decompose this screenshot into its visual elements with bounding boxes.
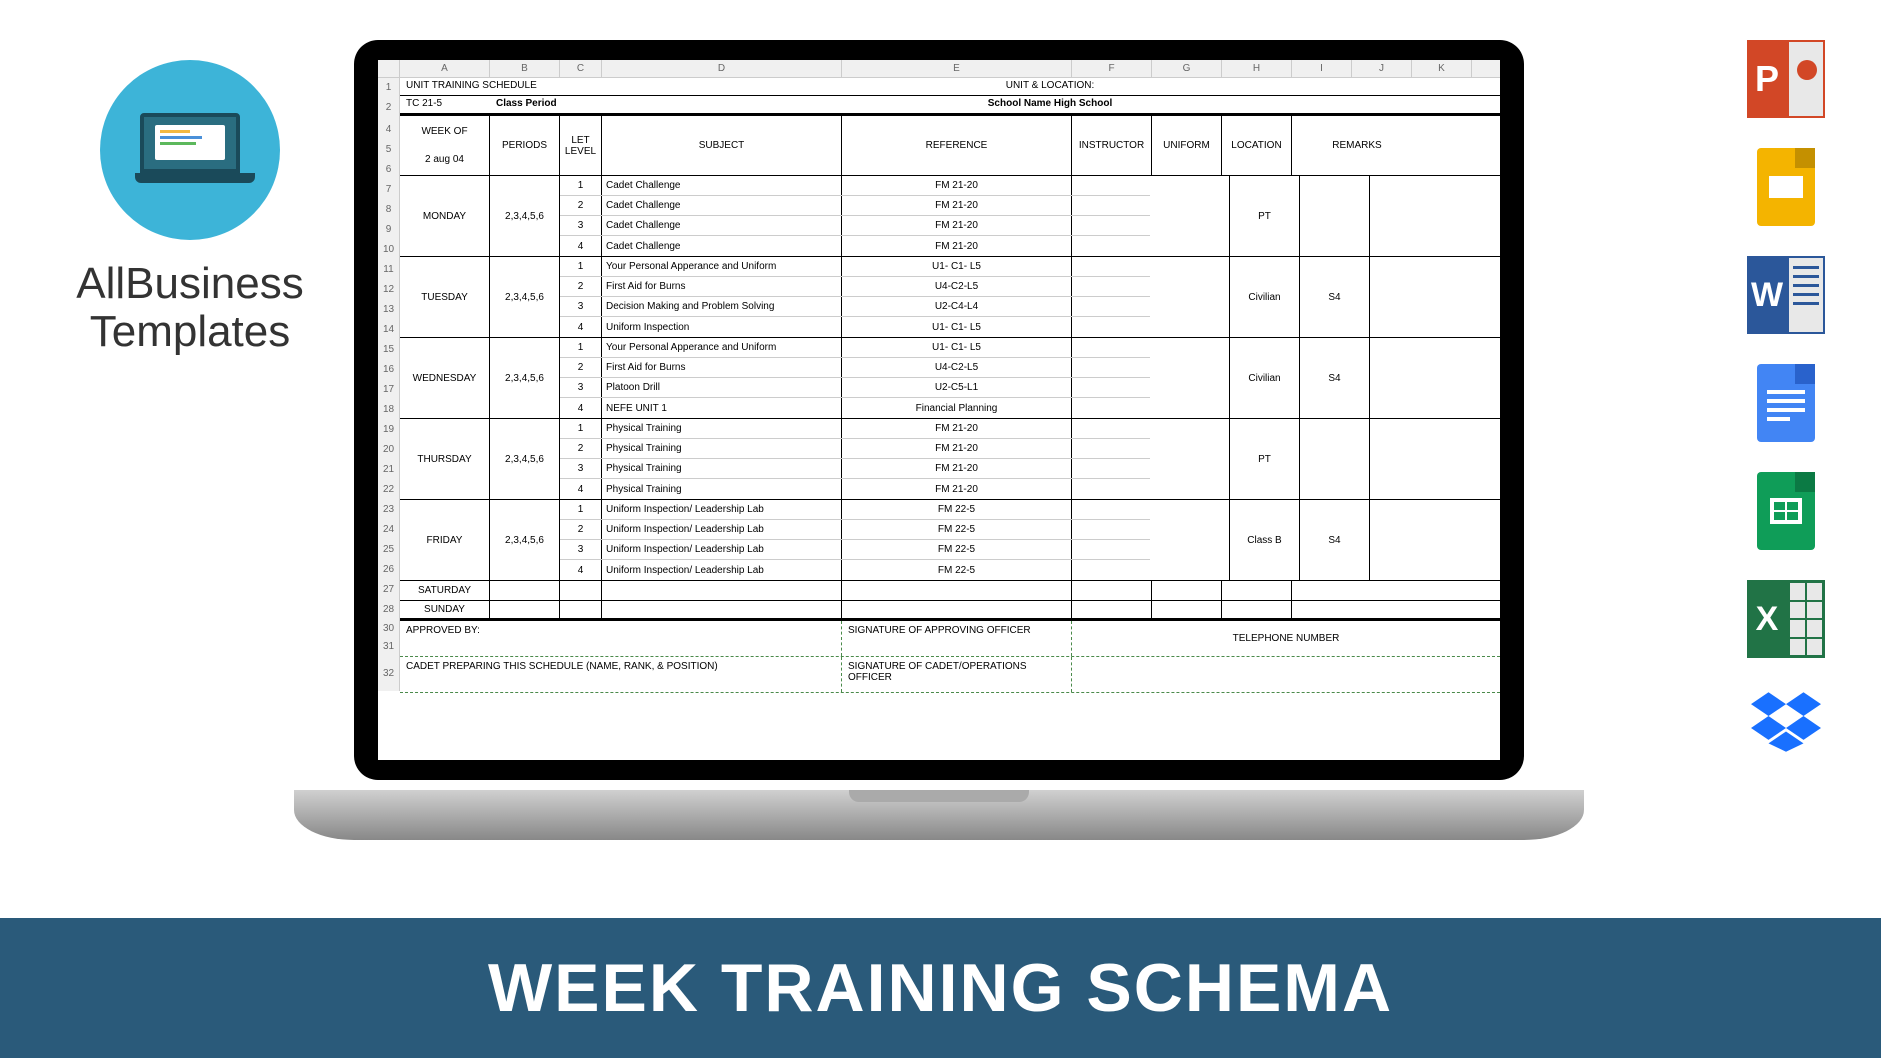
day-block: THURSDAY 2,3,4,5,6 1 Physical Training F… — [400, 419, 1500, 500]
google-docs-icon[interactable] — [1757, 364, 1815, 442]
spreadsheet: A B C D E F G H I J K 1 2 4 — [378, 60, 1500, 693]
banner-text: WEEK TRAINING SCHEMA — [488, 949, 1393, 1027]
logo-section: AllBusinessTemplates — [50, 60, 330, 357]
title-banner: WEEK TRAINING SCHEMA — [0, 918, 1881, 1058]
day-block: TUESDAY 2,3,4,5,6 1 Your Personal Appera… — [400, 257, 1500, 338]
table-header: WEEK OF2 aug 04 PERIODS LET LEVEL SUBJEC… — [400, 116, 1500, 176]
laptop-mockup: A B C D E F G H I J K 1 2 4 — [354, 40, 1524, 830]
column-headers: A B C D E F G H I J K — [378, 60, 1500, 78]
logo-laptop-icon — [135, 113, 245, 188]
sunday-row: SUNDAY — [400, 601, 1500, 621]
day-block: WEDNESDAY 2,3,4,5,6 1 Your Personal Appe… — [400, 338, 1500, 419]
google-sheets-icon[interactable] — [1757, 472, 1815, 550]
saturday-row: SATURDAY — [400, 581, 1500, 601]
title-right: UNIT & LOCATION: — [600, 78, 1500, 95]
google-slides-icon[interactable] — [1757, 148, 1815, 226]
laptop-base — [294, 790, 1584, 840]
dropbox-icon[interactable] — [1747, 688, 1825, 756]
title-row-2: TC 21-5 Class Period School Name High Sc… — [400, 96, 1500, 116]
word-icon[interactable]: W — [1747, 256, 1825, 334]
title-left: UNIT TRAINING SCHEDULE — [400, 78, 600, 95]
title-row-1: UNIT TRAINING SCHEDULE UNIT & LOCATION: — [400, 78, 1500, 96]
excel-icon[interactable]: X — [1747, 580, 1825, 658]
logo-text: AllBusinessTemplates — [50, 260, 330, 357]
footer-section: APPROVED BY: SIGNATURE OF APPROVING OFFI… — [400, 621, 1500, 693]
app-icons-sidebar: P W X — [1741, 40, 1831, 756]
powerpoint-icon[interactable]: P — [1747, 40, 1825, 118]
day-block: FRIDAY 2,3,4,5,6 1 Uniform Inspection/ L… — [400, 500, 1500, 581]
logo-circle — [100, 60, 280, 240]
day-block: MONDAY 2,3,4,5,6 1 Cadet Challenge FM 21… — [400, 176, 1500, 257]
